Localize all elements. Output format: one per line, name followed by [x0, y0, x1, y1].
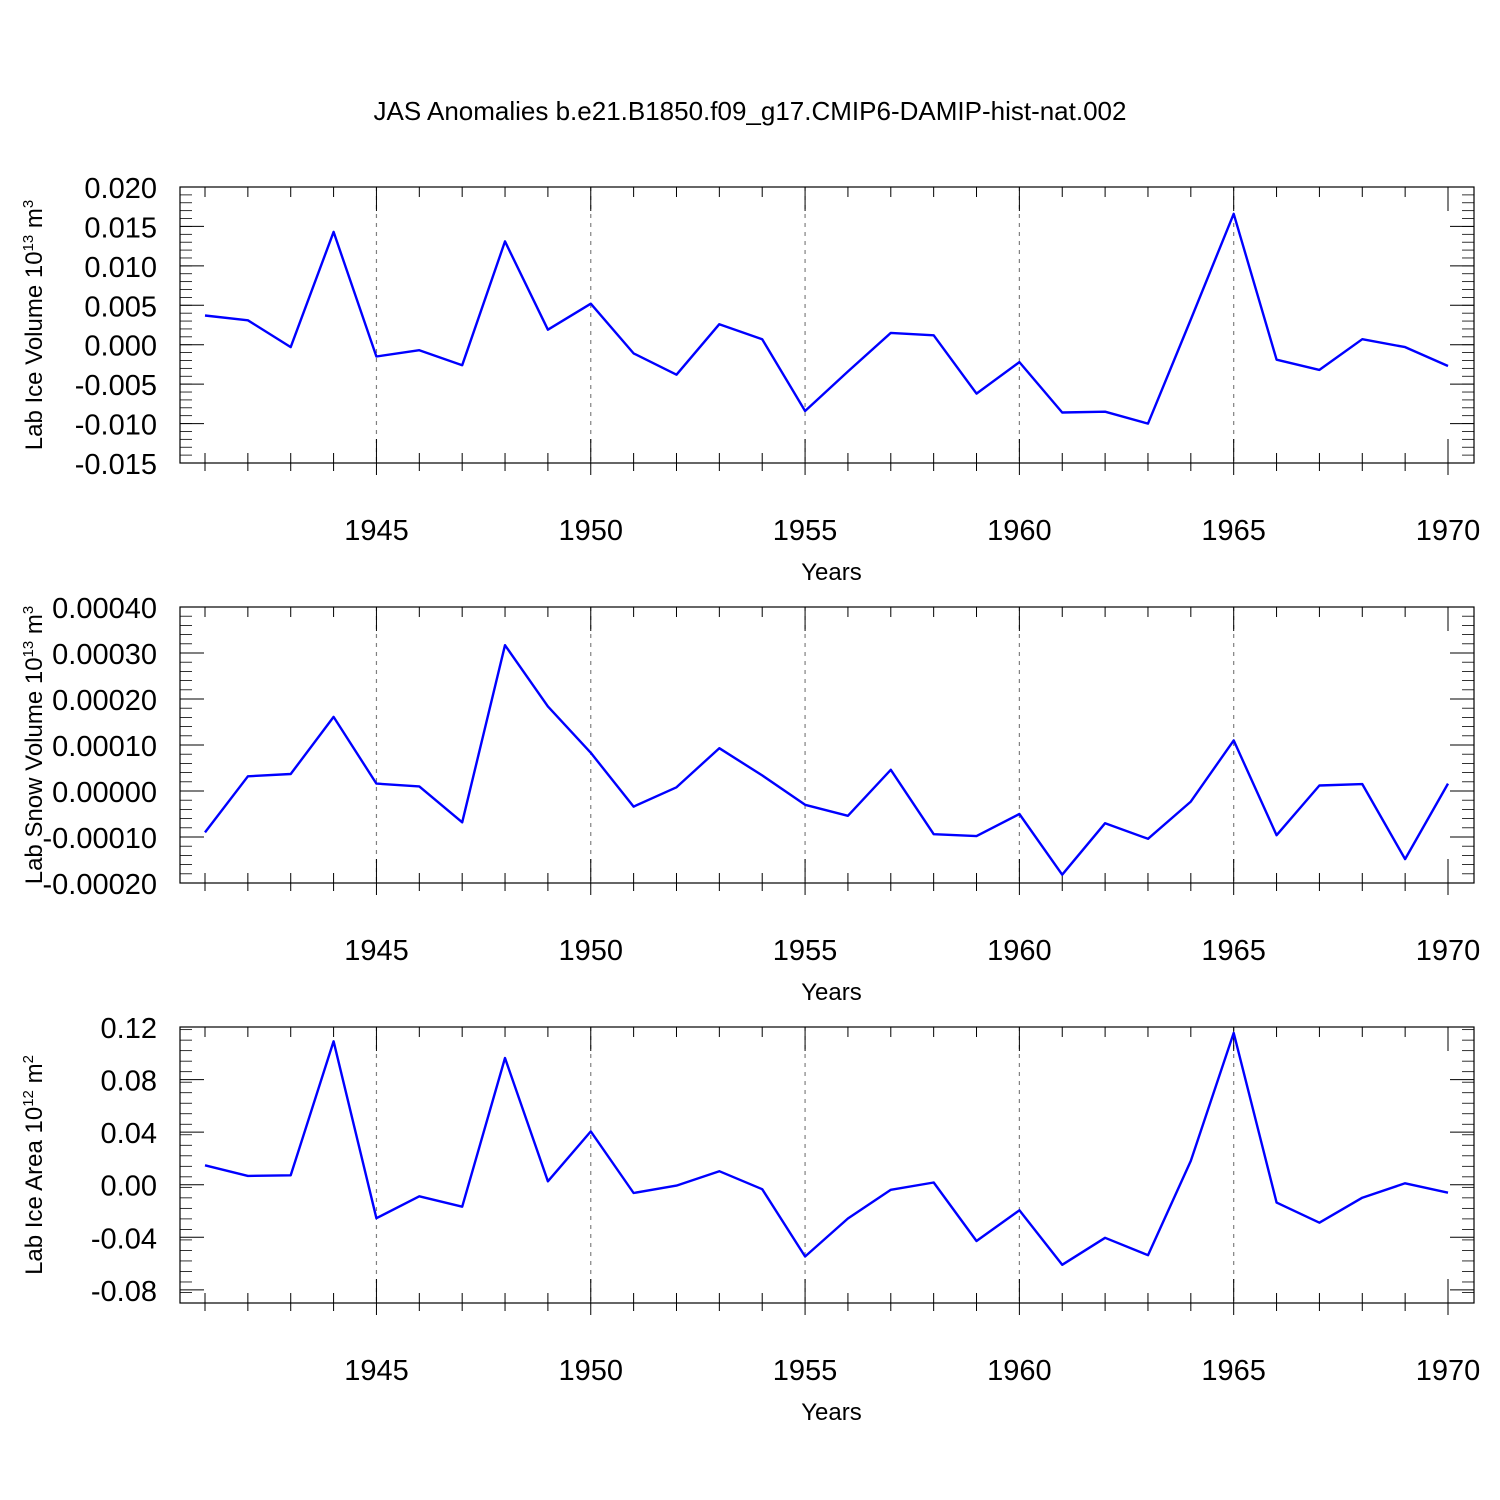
y-axis-title-part: m — [21, 208, 48, 235]
panel2-x-tick-label: 1950 — [559, 935, 624, 967]
panel2-x-tick-label: 1965 — [1201, 935, 1266, 967]
panel2-x-tick-label: 1960 — [987, 935, 1052, 967]
panel3-x-tick-label: 1950 — [559, 1355, 624, 1387]
panel3-frame — [179, 1026, 1475, 1304]
panel2-y-tick-label: -0.00020 — [43, 869, 158, 901]
panel1-y-tick-label: 0.020 — [84, 173, 157, 205]
panel1-y-tick-label: -0.015 — [75, 449, 157, 481]
panel1-y-tick-label: 0.015 — [84, 212, 157, 244]
panel2-y-tick-label: 0.00020 — [52, 685, 157, 717]
chart-title: JAS Anomalies b.e21.B1850.f09_g17.CMIP6-… — [373, 96, 1127, 126]
y-axis-title-superscript: 3 — [20, 606, 37, 614]
panel1-y-tick-label: 0.000 — [84, 331, 157, 363]
panel1-x-tick-label: 1970 — [1416, 515, 1481, 547]
panel1-x-tick-label: 1965 — [1201, 515, 1266, 547]
panel1-y-tick-label: 0.010 — [84, 252, 157, 284]
panel2-y-tick-label: 0.00030 — [52, 639, 157, 671]
y-axis-title-part: m — [21, 1063, 48, 1090]
panel3-x-tick-label: 1960 — [987, 1355, 1052, 1387]
y-axis-title-superscript: 13 — [20, 235, 37, 252]
panel3-y-axis-title: Lab Ice Area 1012 m2 — [20, 1055, 48, 1275]
y-axis-title-part: Lab Ice Volume 10 — [21, 251, 48, 450]
y-axis-title-superscript: 13 — [20, 641, 37, 658]
panel3-x-tick-label: 1955 — [773, 1355, 838, 1387]
panel1-y-tick-label: 0.005 — [84, 291, 157, 323]
panel2-x-axis-title: Years — [801, 979, 862, 1006]
panel1-x-tick-label: 1955 — [773, 515, 838, 547]
y-axis-title-part: Lab Ice Area 10 — [21, 1107, 48, 1275]
y-axis-title-part: Lab Snow Volume 10 — [21, 657, 48, 884]
panel2-y-axis-title: Lab Snow Volume 1013 m3 — [20, 606, 48, 885]
panel1-y-axis-title: Lab Ice Volume 1013 m3 — [20, 200, 48, 451]
panel1-series-line — [204, 212, 1449, 425]
panel3-x-tick-label: 1965 — [1201, 1355, 1266, 1387]
panel2-x-tick-label: 1970 — [1416, 935, 1481, 967]
panel3-y-tick-label: -0.08 — [91, 1276, 157, 1308]
y-axis-title-part: m — [21, 614, 48, 641]
panel1-y-tick-label: -0.010 — [75, 410, 157, 442]
panel2-x-tick-label: 1955 — [773, 935, 838, 967]
panel1-y-tick-label: -0.005 — [75, 370, 157, 402]
panel3-x-tick-label: 1945 — [344, 1355, 409, 1387]
panel3-x-tick-label: 1970 — [1416, 1355, 1481, 1387]
panel3-y-tick-label: 0.08 — [101, 1066, 157, 1098]
panel3-x-axis-title: Years — [801, 1399, 862, 1426]
panel2-y-tick-label: -0.00010 — [43, 823, 158, 855]
panel2-y-tick-label: 0.00040 — [52, 593, 157, 625]
panel2-x-tick-label: 1945 — [344, 935, 409, 967]
panel3-y-tick-label: -0.04 — [91, 1223, 157, 1255]
panel1-frame — [179, 186, 1475, 464]
y-axis-title-superscript: 12 — [20, 1090, 37, 1107]
panel1-x-tick-label: 1950 — [559, 515, 624, 547]
panel2-y-tick-label: 0.00000 — [52, 777, 157, 809]
panel3-series-line — [204, 1031, 1449, 1267]
panel3-y-tick-label: 0.04 — [101, 1118, 157, 1150]
panel2-frame — [179, 606, 1475, 884]
panel2-series-line — [204, 644, 1450, 876]
panel3-y-tick-label: 0.12 — [101, 1013, 157, 1045]
panel1-x-tick-label: 1945 — [344, 515, 409, 547]
panel2-y-tick-label: 0.00010 — [52, 731, 157, 763]
y-axis-title-superscript: 3 — [20, 200, 37, 208]
panel1-x-tick-label: 1960 — [987, 515, 1052, 547]
y-axis-title-superscript: 2 — [20, 1055, 37, 1063]
panel1-x-axis-title: Years — [801, 559, 862, 586]
panel3-y-tick-label: 0.00 — [101, 1171, 157, 1203]
